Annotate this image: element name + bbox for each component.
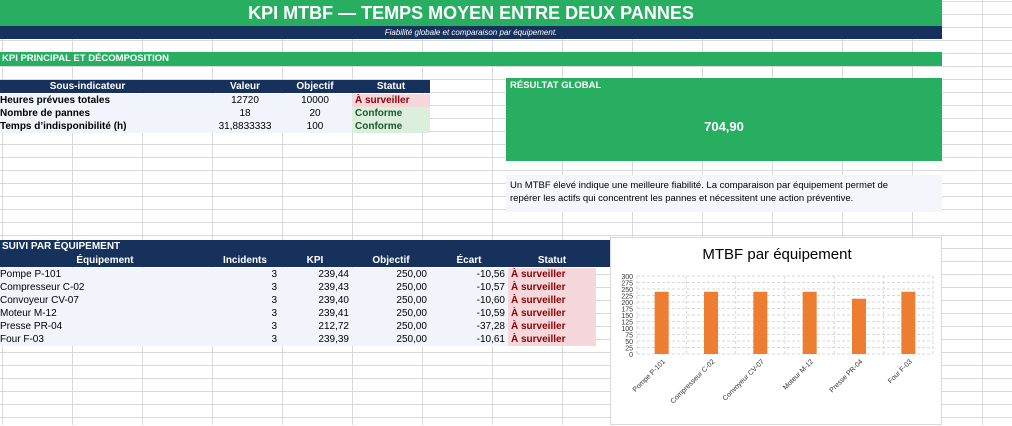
subkpi-row-value[interactable]: 12720: [231, 95, 259, 106]
page-subtitle: Fiabilité globale et comparaison par équ…: [0, 26, 942, 39]
chart-ytick-label: 100: [621, 326, 633, 333]
equip-row-name[interactable]: Convoyeur CV-07: [0, 295, 79, 306]
result-label: RÉSULTAT GLOBAL: [510, 80, 602, 91]
status-badge[interactable]: À surveiller: [508, 294, 596, 307]
equip-row-incidents[interactable]: 3: [271, 295, 277, 306]
equip-header-name: Équipement: [0, 254, 210, 267]
subkpi-row-value[interactable]: 31,8833333: [218, 121, 272, 132]
equip-row-gap[interactable]: -10,61: [476, 334, 505, 345]
chart-ytick-label: 0: [629, 352, 633, 359]
explanation-note: Un MTBF élevé indique une meilleure fiab…: [506, 175, 942, 212]
subkpi-row-target[interactable]: 100: [306, 121, 324, 132]
chart-xtick-label: Pompe P-101: [632, 358, 667, 393]
section-title-main: KPI PRINCIPAL ET DÉCOMPOSITION: [0, 52, 942, 66]
status-badge[interactable]: À surveiller: [508, 307, 596, 320]
subkpi-row-target[interactable]: 20: [309, 108, 321, 119]
subkpi-header-value: Valeur: [210, 80, 280, 93]
chart-ytick-label: 125: [621, 320, 633, 327]
equip-row-gap[interactable]: -10,57: [476, 282, 505, 293]
equip-header-incidents: Incidents: [210, 254, 280, 267]
status-badge[interactable]: À surveiller: [508, 320, 596, 333]
equip-row-gap[interactable]: -37,28: [476, 321, 505, 332]
chart-ytick-label: 225: [621, 294, 633, 301]
subkpi-row-value[interactable]: 18: [239, 108, 251, 119]
equip-row-kpi[interactable]: 212,72: [318, 321, 349, 332]
equip-row-incidents[interactable]: 3: [271, 308, 277, 319]
equip-row-gap[interactable]: -10,60: [476, 295, 505, 306]
equip-row-name[interactable]: Pompe P-101: [0, 269, 62, 280]
status-badge[interactable]: Conforme: [352, 107, 430, 120]
chart-ytick-label: 175: [621, 307, 633, 314]
equip-row-gap[interactable]: -10,59: [476, 308, 505, 319]
equip-row-target[interactable]: 250,00: [396, 269, 427, 280]
equip-row-incidents[interactable]: 3: [271, 334, 277, 345]
equip-row-kpi[interactable]: 239,41: [318, 308, 349, 319]
chart-bar: [852, 298, 866, 354]
status-badge[interactable]: À surveiller: [508, 333, 596, 346]
equip-row-incidents[interactable]: 3: [271, 269, 277, 280]
chart-xtick-label: Four F-03: [887, 358, 914, 385]
equip-row-kpi[interactable]: 239,39: [318, 334, 349, 345]
chart-ytick-label: 300: [621, 274, 633, 281]
result-value: 704,90: [704, 119, 744, 134]
equip-header-gap: Écart: [430, 254, 508, 267]
chart-xtick-label: Moteur M-12: [782, 358, 815, 391]
chart-ytick-label: 250: [621, 287, 633, 294]
chart-xtick-label: Convoyeur CV-07: [722, 358, 766, 402]
status-badge[interactable]: À surveiller: [352, 94, 430, 107]
equip-row-target[interactable]: 250,00: [396, 334, 427, 345]
equip-row-gap[interactable]: -10,56: [476, 269, 505, 280]
chart-ytick-label: 275: [621, 281, 633, 288]
chart-ytick-label: 150: [621, 313, 633, 320]
equip-row-incidents[interactable]: 3: [271, 321, 277, 332]
status-badge[interactable]: À surveiller: [508, 281, 596, 294]
equip-row-target[interactable]: 250,00: [396, 308, 427, 319]
subkpi-row-label[interactable]: Heures prévues totales: [0, 95, 111, 106]
chart-ytick-label: 25: [625, 346, 633, 353]
equip-row-name[interactable]: Moteur M-12: [0, 308, 57, 319]
equip-row-target[interactable]: 250,00: [396, 295, 427, 306]
result-panel: RÉSULTAT GLOBAL 704,90: [506, 78, 942, 161]
subkpi-row-label[interactable]: Nombre de pannes: [0, 108, 91, 119]
equip-section-title: SUIVI PAR ÉQUIPEMENT: [2, 240, 202, 253]
status-badge[interactable]: À surveiller: [508, 268, 596, 281]
equip-header-status: Statut: [508, 254, 596, 267]
equip-body: [0, 268, 508, 346]
chart-ytick-label: 75: [625, 333, 633, 340]
equip-row-kpi[interactable]: 239,43: [318, 282, 349, 293]
equip-row-target[interactable]: 250,00: [396, 321, 427, 332]
subkpi-row-target[interactable]: 10000: [301, 95, 329, 106]
equip-row-kpi[interactable]: 239,44: [318, 269, 349, 280]
note-line-2: repérer les actifs qui concentrent les p…: [510, 193, 854, 204]
status-badge[interactable]: Conforme: [352, 120, 430, 133]
equip-row-incidents[interactable]: 3: [271, 282, 277, 293]
subkpi-header-status: Statut: [352, 80, 430, 93]
note-line-1: Un MTBF élevé indique une meilleure fiab…: [510, 180, 889, 191]
chart-bar: [654, 291, 669, 354]
chart-title: MTBF par équipement: [702, 246, 852, 263]
page-title: KPI MTBF — TEMPS MOYEN ENTRE DEUX PANNES: [0, 0, 942, 26]
equip-row-name[interactable]: Four F-03: [0, 334, 44, 345]
chart-xtick-label: Compresseur C-02: [670, 358, 717, 405]
subkpi-body: [0, 94, 352, 133]
equip-row-target[interactable]: 250,00: [396, 282, 427, 293]
equip-row-name[interactable]: Presse PR-04: [0, 321, 63, 332]
equip-header-kpi: KPI: [280, 254, 350, 267]
mtbf-chart[interactable]: MTBF par équipement 0 25 50 75 100 125 150 175 2…: [610, 237, 942, 425]
chart-ytick-label: 50: [625, 339, 633, 346]
equip-row-kpi[interactable]: 239,40: [318, 295, 349, 306]
chart-bar: [704, 291, 718, 354]
subkpi-row-label[interactable]: Temps d’indisponibilité (h): [0, 121, 127, 132]
equip-row-name[interactable]: Compresseur C-02: [0, 282, 85, 293]
chart-bar: [802, 291, 817, 354]
subkpi-header-target: Objectif: [280, 80, 350, 93]
equip-header-target: Objectif: [352, 254, 430, 267]
chart-xtick-label: Presse PR-04: [829, 358, 865, 394]
chart-bar: [753, 291, 768, 354]
chart-bar: [901, 291, 916, 354]
subkpi-header-label: Sous-indicateur: [0, 80, 175, 93]
chart-ytick-label: 200: [621, 300, 633, 307]
